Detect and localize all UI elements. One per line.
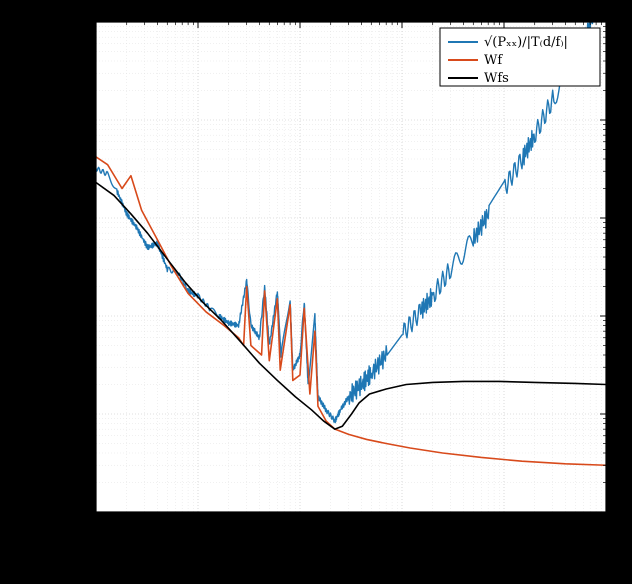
svg-text:√(Pₓₓ)/|T₍d/f₎|: √(Pₓₓ)/|T₍d/f₎| [484,35,568,50]
svg-text:10⁻¹⁰: 10⁻¹⁰ [52,505,86,520]
svg-text:10⁻¹: 10⁻¹ [82,521,111,536]
chart-svg: 10⁻¹ 10⁰ 10¹ 10² 10³ 10⁴ 10⁻¹⁰ 10⁻⁹ 10⁻⁸ 10⁻⁷ 10⁻⁶… [0,0,632,584]
svg-text:10⁻⁹: 10⁻⁹ [57,407,86,422]
svg-text:Frequency (Hz): Frequency (Hz) [288,541,415,560]
svg-text:10⁻⁵: 10⁻⁵ [57,15,86,30]
svg-text:10²: 10² [391,521,413,536]
svg-text:10¹: 10¹ [289,521,311,536]
svg-text:10⁻⁶: 10⁻⁶ [57,113,86,128]
svg-text:Wfs: Wfs [484,71,509,86]
svg-text:10⁻⁷: 10⁻⁷ [57,211,86,226]
svg-text:10⁻⁸: 10⁻⁸ [57,309,86,324]
svg-text:10³: 10³ [493,521,515,536]
svg-text:10⁴: 10⁴ [595,521,617,536]
svg-text:10⁰: 10⁰ [187,521,209,536]
chart-container: 10⁻¹ 10⁰ 10¹ 10² 10³ 10⁴ 10⁻¹⁰ 10⁻⁹ 10⁻⁸ 10⁻⁷ 10⁻⁶… [0,0,632,584]
svg-text:GS13 noise (m/s/√Hz): GS13 noise (m/s/√Hz) [19,179,38,355]
svg-text:Wf: Wf [484,53,503,68]
